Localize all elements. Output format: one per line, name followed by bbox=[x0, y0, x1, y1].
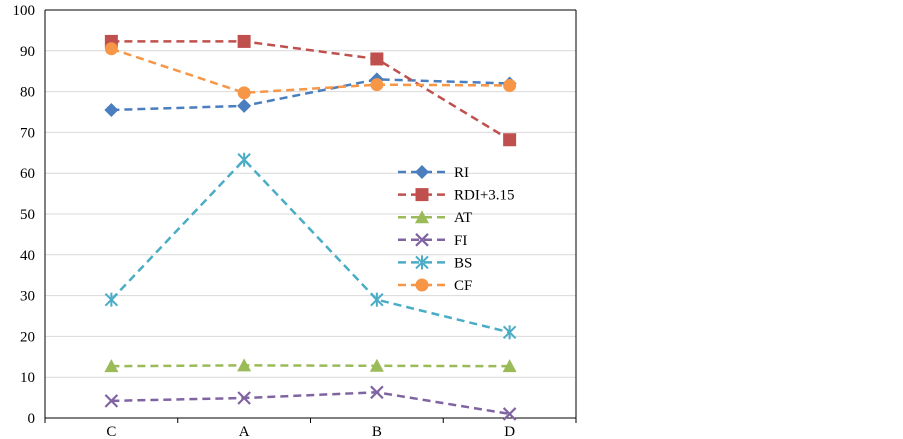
series-at bbox=[104, 358, 516, 372]
data-point bbox=[237, 99, 251, 113]
series-line bbox=[111, 365, 509, 366]
y-tick-label: 10 bbox=[20, 370, 35, 386]
y-tick-label: 90 bbox=[20, 44, 35, 60]
legend-item: RDI+3.15 bbox=[398, 188, 515, 204]
y-tick-label: 70 bbox=[20, 125, 35, 141]
legend-item: AT bbox=[398, 210, 472, 226]
legend-item: FI bbox=[398, 233, 467, 249]
data-point bbox=[105, 293, 117, 307]
y-tick-label: 20 bbox=[20, 329, 35, 345]
series-line bbox=[111, 160, 509, 333]
legend: RI RDI+3.15 AT FI BS CF bbox=[398, 165, 515, 294]
y-tick-label: 100 bbox=[13, 3, 36, 19]
legend-marker bbox=[416, 188, 429, 201]
legend-label: CF bbox=[454, 278, 472, 294]
legend-label: FI bbox=[454, 233, 467, 249]
data-point bbox=[371, 293, 383, 307]
data-point bbox=[238, 86, 251, 99]
y-tick-label: 40 bbox=[20, 248, 35, 264]
legend-marker bbox=[415, 165, 429, 179]
y-tick-label: 80 bbox=[20, 85, 35, 101]
series-layer bbox=[104, 35, 516, 420]
data-point bbox=[370, 78, 383, 91]
legend-item: BS bbox=[398, 255, 472, 271]
x-tick-label: C bbox=[106, 424, 116, 439]
data-point bbox=[238, 35, 251, 48]
data-point bbox=[503, 79, 516, 92]
data-point bbox=[104, 103, 118, 117]
series-line bbox=[111, 49, 509, 93]
legend-label: RI bbox=[454, 165, 469, 181]
legend-label: AT bbox=[454, 210, 472, 226]
x-tick-label: B bbox=[372, 424, 382, 439]
line-chart: 0 10 20 30 40 50 60 70 80 90 100 C A B D RI RDI+3.15 AT… bbox=[0, 0, 903, 439]
data-point bbox=[504, 325, 516, 339]
data-point bbox=[238, 153, 250, 167]
y-tick-label: 30 bbox=[20, 289, 35, 305]
series-line bbox=[111, 392, 509, 414]
series-rdi-3-15 bbox=[105, 35, 516, 146]
data-point bbox=[503, 133, 516, 146]
legend-marker bbox=[416, 279, 429, 292]
series-line bbox=[111, 41, 509, 139]
y-axis-ticks: 0 10 20 30 40 50 60 70 80 90 100 bbox=[13, 3, 36, 427]
legend-item: CF bbox=[398, 278, 472, 294]
data-point bbox=[105, 42, 118, 55]
y-tick-label: 50 bbox=[20, 207, 35, 223]
y-tick-label: 0 bbox=[28, 411, 36, 427]
data-point bbox=[370, 52, 383, 65]
x-tick-label: D bbox=[504, 424, 515, 439]
x-tick-label: A bbox=[239, 424, 250, 439]
series-ri bbox=[104, 72, 516, 117]
legend-label: RDI+3.15 bbox=[454, 188, 515, 204]
legend-label: BS bbox=[454, 255, 472, 271]
y-tick-label: 60 bbox=[20, 166, 35, 182]
series-fi bbox=[105, 386, 515, 420]
